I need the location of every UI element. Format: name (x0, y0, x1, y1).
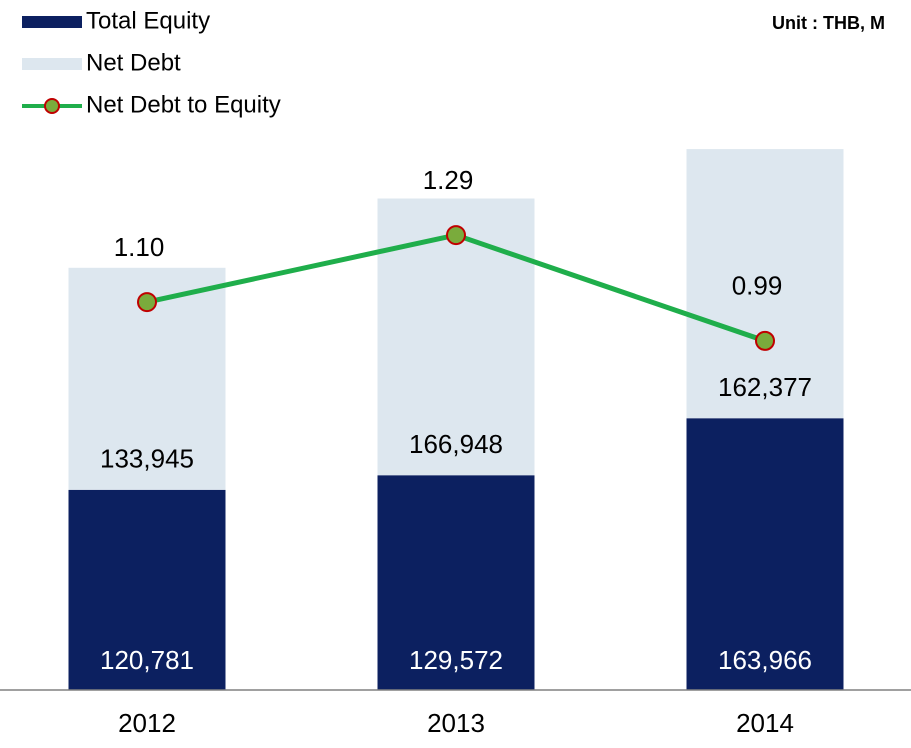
legend-label: Net Debt (86, 49, 181, 76)
bar-segment (68, 489, 226, 690)
ratio-label: 0.99 (732, 271, 783, 301)
data-label: 129,572 (409, 645, 503, 675)
data-label: 163,966 (718, 645, 812, 675)
data-label: 166,948 (409, 429, 503, 459)
data-label: 120,781 (100, 645, 194, 675)
x-tick-label: 2012 (118, 708, 176, 738)
legend-label: Net Debt to Equity (86, 91, 281, 118)
bar-segment (686, 418, 844, 690)
unit-label: Unit : THB, M (772, 13, 885, 33)
data-label: 133,945 (100, 444, 194, 474)
data-label: 162,377 (718, 372, 812, 402)
x-tick-label: 2014 (736, 708, 794, 738)
ratio-marker (137, 292, 157, 313)
ratio-label: 1.10 (114, 232, 165, 262)
legend-swatch (22, 58, 82, 70)
bar-segment (377, 475, 535, 690)
bar-segment (686, 149, 844, 419)
ratio-label: 1.29 (423, 165, 474, 195)
ratio-marker (755, 330, 775, 351)
x-tick-label: 2013 (427, 708, 485, 738)
legend-label: Total Equity (86, 7, 210, 34)
legend-marker (44, 98, 60, 114)
ratio-marker (446, 225, 466, 246)
legend-swatch (22, 16, 82, 28)
